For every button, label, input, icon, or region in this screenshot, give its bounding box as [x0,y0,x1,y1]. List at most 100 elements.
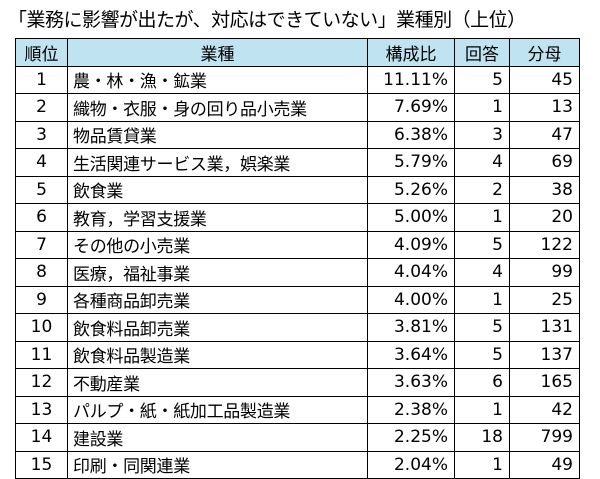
industry-table: 順位 業種 構成比 回答 分母 1 農・林・漁・鉱業 11.11% 5 45 2 織物・衣服… [15,38,580,479]
cell-industry: その他の小売業 [67,230,368,259]
cell-industry: 生活関連サービス業，娯楽業 [67,148,368,177]
cell-answers: 1 [454,285,510,314]
cell-ratio: 2.25% [367,423,455,452]
cell-ratio: 5.00% [367,203,455,232]
cell-denominator: 69 [509,148,580,177]
cell-industry: 医療，福祉事業 [67,258,368,287]
column-header-industry: 業種 [67,38,368,67]
cell-denominator: 25 [509,285,580,314]
cell-rank: 7 [15,230,68,259]
table-row: 14 建設業 2.25% 18 799 [15,423,580,452]
cell-denominator: 122 [509,230,580,259]
table-row: 8 医療，福祉事業 4.04% 4 99 [15,258,580,287]
cell-answers: 1 [454,450,510,479]
cell-answers: 5 [454,230,510,259]
table-row: 13 パルプ・紙・紙加工品製造業 2.38% 1 42 [15,395,580,424]
cell-denominator: 38 [509,175,580,204]
cell-denominator: 131 [509,313,580,342]
table-row: 1 農・林・漁・鉱業 11.11% 5 45 [15,65,580,94]
cell-rank: 15 [15,450,68,479]
cell-ratio: 3.63% [367,368,455,397]
cell-ratio: 4.09% [367,230,455,259]
cell-rank: 9 [15,285,68,314]
cell-denominator: 45 [509,65,580,94]
column-header-rank: 順位 [15,38,68,67]
cell-answers: 1 [454,93,510,122]
cell-rank: 1 [15,65,68,94]
cell-rank: 10 [15,313,68,342]
cell-answers: 3 [454,120,510,149]
cell-answers: 5 [454,313,510,342]
cell-industry: 織物・衣服・身の回り品小売業 [67,93,368,122]
cell-answers: 1 [454,203,510,232]
cell-ratio: 4.00% [367,285,455,314]
cell-industry: 飲食料品卸売業 [67,313,368,342]
table-body: 1 農・林・漁・鉱業 11.11% 5 45 2 織物・衣服・身の回り品小売業 7.69% 1 1… [15,65,580,479]
cell-answers: 5 [454,65,510,94]
cell-industry: 飲食料品製造業 [67,340,368,369]
column-header-answers: 回答 [454,38,510,67]
cell-rank: 3 [15,120,68,149]
table-row: 9 各種商品卸売業 4.00% 1 25 [15,285,580,314]
cell-ratio: 11.11% [367,65,455,94]
cell-rank: 4 [15,148,68,177]
cell-ratio: 3.81% [367,313,455,342]
cell-ratio: 7.69% [367,93,455,122]
cell-ratio: 3.64% [367,340,455,369]
cell-denominator: 49 [509,450,580,479]
cell-industry: 各種商品卸売業 [67,285,368,314]
cell-industry: 印刷・同関連業 [67,450,368,479]
table-title: 「業務に影響が出たが、対応はできていない」業種別（上位） [8,9,526,31]
column-header-ratio: 構成比 [367,38,455,67]
cell-answers: 5 [454,340,510,369]
cell-industry: 教育，学習支援業 [67,203,368,232]
table-row: 4 生活関連サービス業，娯楽業 5.79% 4 69 [15,148,580,177]
cell-answers: 4 [454,258,510,287]
cell-industry: 不動産業 [67,368,368,397]
cell-answers: 4 [454,148,510,177]
cell-denominator: 137 [509,340,580,369]
cell-answers: 2 [454,175,510,204]
cell-denominator: 99 [509,258,580,287]
cell-rank: 5 [15,175,68,204]
column-header-industry-label: 業種 [200,44,235,65]
cell-denominator: 165 [509,368,580,397]
table-row: 12 不動産業 3.63% 6 165 [15,368,580,397]
column-header-denominator: 分母 [509,38,580,67]
cell-ratio: 2.38% [367,395,455,424]
cell-ratio: 2.04% [367,450,455,479]
table-row: 6 教育，学習支援業 5.00% 1 20 [15,203,580,232]
cell-rank: 13 [15,395,68,424]
cell-denominator: 13 [509,93,580,122]
cell-denominator: 47 [509,120,580,149]
table-row: 2 織物・衣服・身の回り品小売業 7.69% 1 13 [15,93,580,122]
cell-rank: 8 [15,258,68,287]
cell-ratio: 5.79% [367,148,455,177]
cell-denominator: 20 [509,203,580,232]
cell-industry: 農・林・漁・鉱業 [67,65,368,94]
table-header-row: 順位 業種 構成比 回答 分母 [15,38,580,67]
cell-rank: 14 [15,423,68,452]
cell-answers: 6 [454,368,510,397]
cell-rank: 2 [15,93,68,122]
table-row: 10 飲食料品卸売業 3.81% 5 131 [15,313,580,342]
cell-industry: 建設業 [67,423,368,452]
cell-industry: パルプ・紙・紙加工品製造業 [67,395,368,424]
cell-rank: 12 [15,368,68,397]
cell-industry: 飲食業 [67,175,368,204]
table-row: 11 飲食料品製造業 3.64% 5 137 [15,340,580,369]
cell-denominator: 42 [509,395,580,424]
cell-industry: 物品賃貸業 [67,120,368,149]
table-row: 7 その他の小売業 4.09% 5 122 [15,230,580,259]
cell-rank: 6 [15,203,68,232]
cell-ratio: 5.26% [367,175,455,204]
cell-denominator: 799 [509,423,580,452]
cell-ratio: 4.04% [367,258,455,287]
cell-rank: 11 [15,340,68,369]
cell-ratio: 6.38% [367,120,455,149]
table-row: 15 印刷・同関連業 2.04% 1 49 [15,450,580,479]
cell-answers: 1 [454,395,510,424]
table-row: 3 物品賃貸業 6.38% 3 47 [15,120,580,149]
table-row: 5 飲食業 5.26% 2 38 [15,175,580,204]
cell-answers: 18 [454,423,510,452]
